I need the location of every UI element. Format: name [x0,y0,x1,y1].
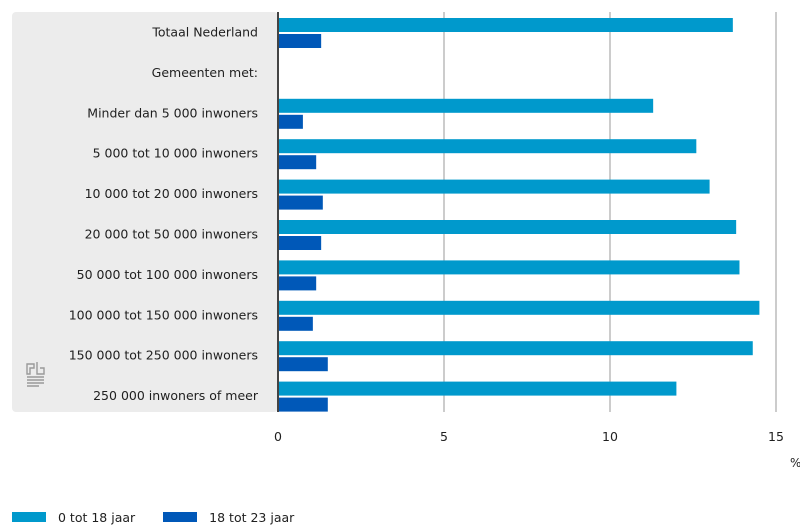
bar-18-23-4 [279,195,323,210]
category-label: 20 000 tot 50 000 inwoners [85,227,258,242]
bar-18-23-5 [279,236,322,250]
category-label: Gemeenten met: [152,65,258,80]
x-tick-label-10: 10 [602,429,618,444]
bar-0-18-8 [279,341,753,356]
legend-item-18-23: 18 tot 23 jaar [163,510,294,525]
category-label: 5 000 tot 10 000 inwoners [93,146,258,161]
bar-0-18-9 [279,381,677,396]
category-label: 250 000 inwoners of meer [93,388,259,403]
legend-item-0-18: 0 tot 18 jaar [12,510,135,525]
bar-18-23-2 [279,114,303,129]
cbs-logo-icon [26,362,45,387]
bar-0-18-0 [279,18,733,32]
category-label: 150 000 tot 250 000 inwoners [69,348,258,363]
x-tick-labels: 0 5 10 15 [274,429,784,444]
bar-0-18-4 [279,179,710,194]
category-label: Minder dan 5 000 inwoners [87,105,258,120]
unit-label: % [790,456,800,470]
category-labels: Totaal Nederland Gemeenten met: Minder dan… [69,25,259,404]
bar-18-23-3 [279,155,317,170]
x-tick-label-15: 15 [768,429,784,444]
bar-18-23-6 [279,276,317,291]
legend-swatch-0-18 [12,512,46,522]
bar-18-23-9 [279,397,328,412]
label-panel [12,12,278,412]
bar-18-23-7 [279,316,313,331]
legend-swatch-18-23 [163,512,198,522]
legend-label-0-18: 0 tot 18 jaar [58,509,136,525]
bar-0-18-7 [279,300,760,315]
bar-0-18-2 [279,98,654,113]
category-label: 100 000 tot 150 000 inwoners [69,307,258,322]
legend: 0 tot 18 jaar 18 tot 23 jaar [12,509,322,525]
bar-0-18-3 [279,139,697,154]
category-label: 50 000 tot 100 000 inwoners [77,267,258,282]
category-label: 10 000 tot 20 000 inwoners [85,186,258,201]
category-label: Totaal Nederland [151,25,258,40]
bar-0-18-5 [279,220,737,234]
x-tick-label-0: 0 [274,429,282,444]
bar-0-18-6 [279,260,740,275]
bar-18-23-0 [279,34,322,48]
x-tick-label-5: 5 [440,429,448,444]
legend-label-18-23: 18 tot 23 jaar [209,509,295,525]
bars [279,18,760,412]
bar-18-23-8 [279,357,328,372]
